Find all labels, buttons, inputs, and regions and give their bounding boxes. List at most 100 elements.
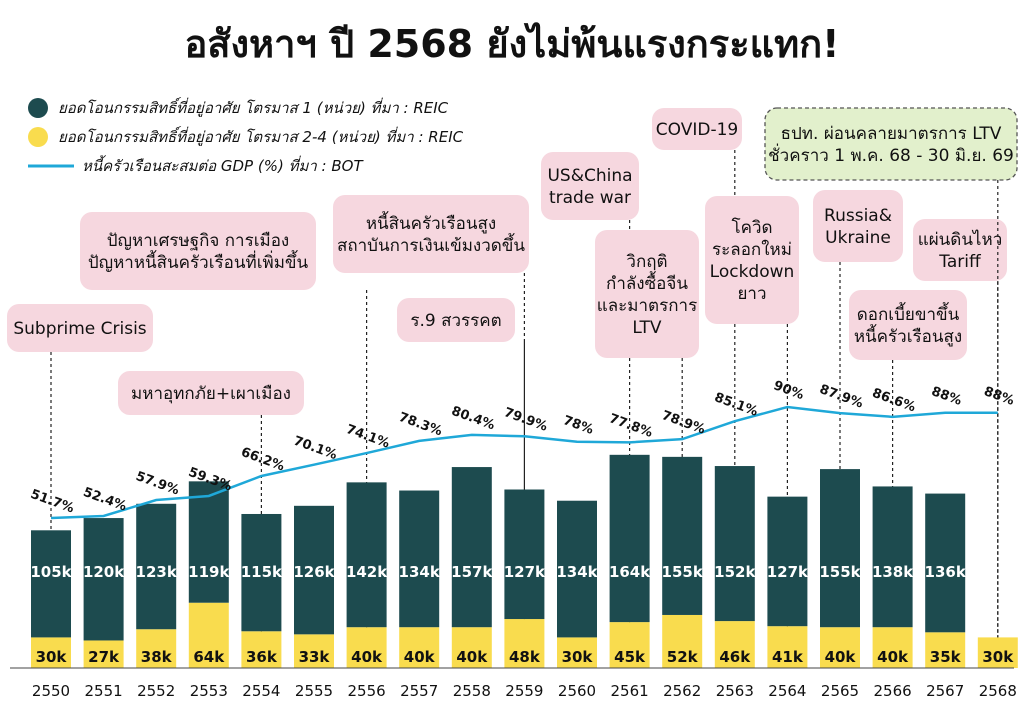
annotation-box <box>80 212 316 290</box>
annotation-box <box>333 195 529 273</box>
x-tick-label: 2550 <box>32 682 70 700</box>
bar-label-tier1: 127k <box>504 563 546 581</box>
annotation-box <box>849 290 967 360</box>
annotation-text: Lockdown <box>710 262 795 282</box>
annotation-text: ดอกเบี้ยขาขึ้น <box>857 302 960 325</box>
x-tick-label: 2558 <box>453 682 491 700</box>
gdp-label: 78.9% <box>660 408 708 438</box>
x-tick-label: 2564 <box>768 682 806 700</box>
bar-label-tier24: 36k <box>246 648 278 666</box>
annotation-text: COVID-19 <box>656 120 738 140</box>
bar-label-tier1: 127k <box>767 563 809 581</box>
annotation-text: หนี้สินครัวเรือนสูง <box>366 211 496 234</box>
x-tick-label: 2562 <box>663 682 701 700</box>
bar-label-tier24: 40k <box>456 648 488 666</box>
annotation-text: Tariff <box>938 252 982 272</box>
bar-label-tier1: 126k <box>293 563 335 581</box>
legend-label: หนี้ครัวเรือนสะสมต่อ GDP (%) ที่มา : BOT <box>82 155 364 175</box>
annotation-box <box>705 196 799 324</box>
bar-label-tier1: 134k <box>399 563 441 581</box>
gdp-label: 78.3% <box>397 410 445 440</box>
gdp-label: 70.1% <box>291 434 339 464</box>
gdp-label: 88% <box>929 384 963 409</box>
bar-tier1 <box>609 454 650 623</box>
annotation-box <box>913 219 1007 281</box>
legend-swatch <box>28 127 48 147</box>
bar-tier24 <box>609 622 650 668</box>
x-tick-label: 2559 <box>505 682 543 700</box>
x-tick-label: 2555 <box>295 682 333 700</box>
gdp-label: 57.9% <box>134 469 182 499</box>
annotation-text: กำลังซื้อจีน <box>606 271 688 294</box>
bar-label-tier1: 155k <box>662 563 704 581</box>
bar-tier24 <box>977 637 1018 668</box>
annotation-text: US&China <box>547 166 632 186</box>
bar-label-tier24: 40k <box>404 648 436 666</box>
bar-tier24 <box>451 627 492 668</box>
gdp-label: 66.2% <box>239 445 287 475</box>
bar-label-tier1: 157k <box>451 563 493 581</box>
x-tick-label: 2557 <box>400 682 438 700</box>
bar-tier1 <box>399 490 440 628</box>
bar-label-tier1: 155k <box>819 563 861 581</box>
bar-tier24 <box>31 637 71 668</box>
bar-tier1 <box>504 489 545 620</box>
bar-tier1 <box>294 505 334 635</box>
gdp-label: 86.6% <box>870 386 918 416</box>
bar-label-tier24: 48k <box>509 648 541 666</box>
bar-tier1 <box>557 500 597 638</box>
bar-tier1 <box>872 486 913 628</box>
x-tick-label: 2556 <box>348 682 386 700</box>
gdp-label: 88% <box>982 384 1016 409</box>
bar-label-tier1: 123k <box>136 563 178 581</box>
x-tick-label: 2552 <box>137 682 175 700</box>
bar-tier24 <box>662 614 703 668</box>
gdp-label: 90% <box>771 378 805 403</box>
annotation-box <box>595 230 699 358</box>
bar-tier24 <box>294 634 334 668</box>
bar-tier24 <box>557 637 597 668</box>
annotation-text: โควิด <box>731 217 772 238</box>
gdp-label: 79.9% <box>502 405 550 435</box>
bar-label-tier24: 52k <box>667 648 699 666</box>
bar-label-tier24: 30k <box>982 648 1014 666</box>
bar-label-tier24: 45k <box>614 648 646 666</box>
bar-label-tier24: 33k <box>299 648 331 666</box>
bar-tier1 <box>820 469 860 628</box>
x-tick-label: 2563 <box>716 682 754 700</box>
annotation-text: trade war <box>549 188 631 208</box>
x-tick-label: 2560 <box>558 682 596 700</box>
bar-label-tier24: 27k <box>88 648 120 666</box>
bar-tier24 <box>925 632 966 668</box>
gdp-label: 51.7% <box>28 487 76 517</box>
bar-tier24 <box>83 640 124 668</box>
gdp-label: 77.8% <box>607 411 655 441</box>
bar-tier1 <box>714 466 755 622</box>
x-tick-label: 2566 <box>874 682 912 700</box>
bar-tier24 <box>820 627 860 668</box>
annotation-box <box>541 152 639 220</box>
chart-title: อสังหาฯ ปี 2568 ยังไม่พ้นแรงกระแทก! <box>184 22 839 66</box>
gdp-label: 74.1% <box>344 422 392 452</box>
bar-label-tier24: 30k <box>36 648 68 666</box>
bar-label-tier24: 40k <box>877 648 909 666</box>
x-tick-label: 2565 <box>821 682 859 700</box>
x-tick-label: 2554 <box>242 682 280 700</box>
bar-label-tier24: 64k <box>193 648 225 666</box>
bar-tier1 <box>451 467 492 628</box>
annotation-text: และมาตรการ <box>597 296 697 316</box>
annotation-text: Russia& <box>824 206 892 226</box>
gdp-label: 52.4% <box>81 485 129 515</box>
bar-tier24 <box>714 621 755 668</box>
annotation-text: มหาอุทกภัย+เผาเมือง <box>131 384 291 404</box>
annotation-text: วิกฤติ <box>626 252 668 272</box>
annotation-text: Subprime Crisis <box>13 319 146 339</box>
annotation-text: LTV <box>632 318 662 338</box>
annotation-text: ยาว <box>737 284 766 304</box>
bar-tier1 <box>188 481 229 603</box>
gdp-label: 85.1% <box>712 390 760 420</box>
bar-tier1 <box>136 503 177 630</box>
annotation-box <box>764 107 1018 181</box>
gdp-label: 80.4% <box>449 404 497 434</box>
legend-label: ยอดโอนกรรมสิทธิ์ที่อยู่อาศัย โตรมาส 1 (ห… <box>58 97 449 117</box>
